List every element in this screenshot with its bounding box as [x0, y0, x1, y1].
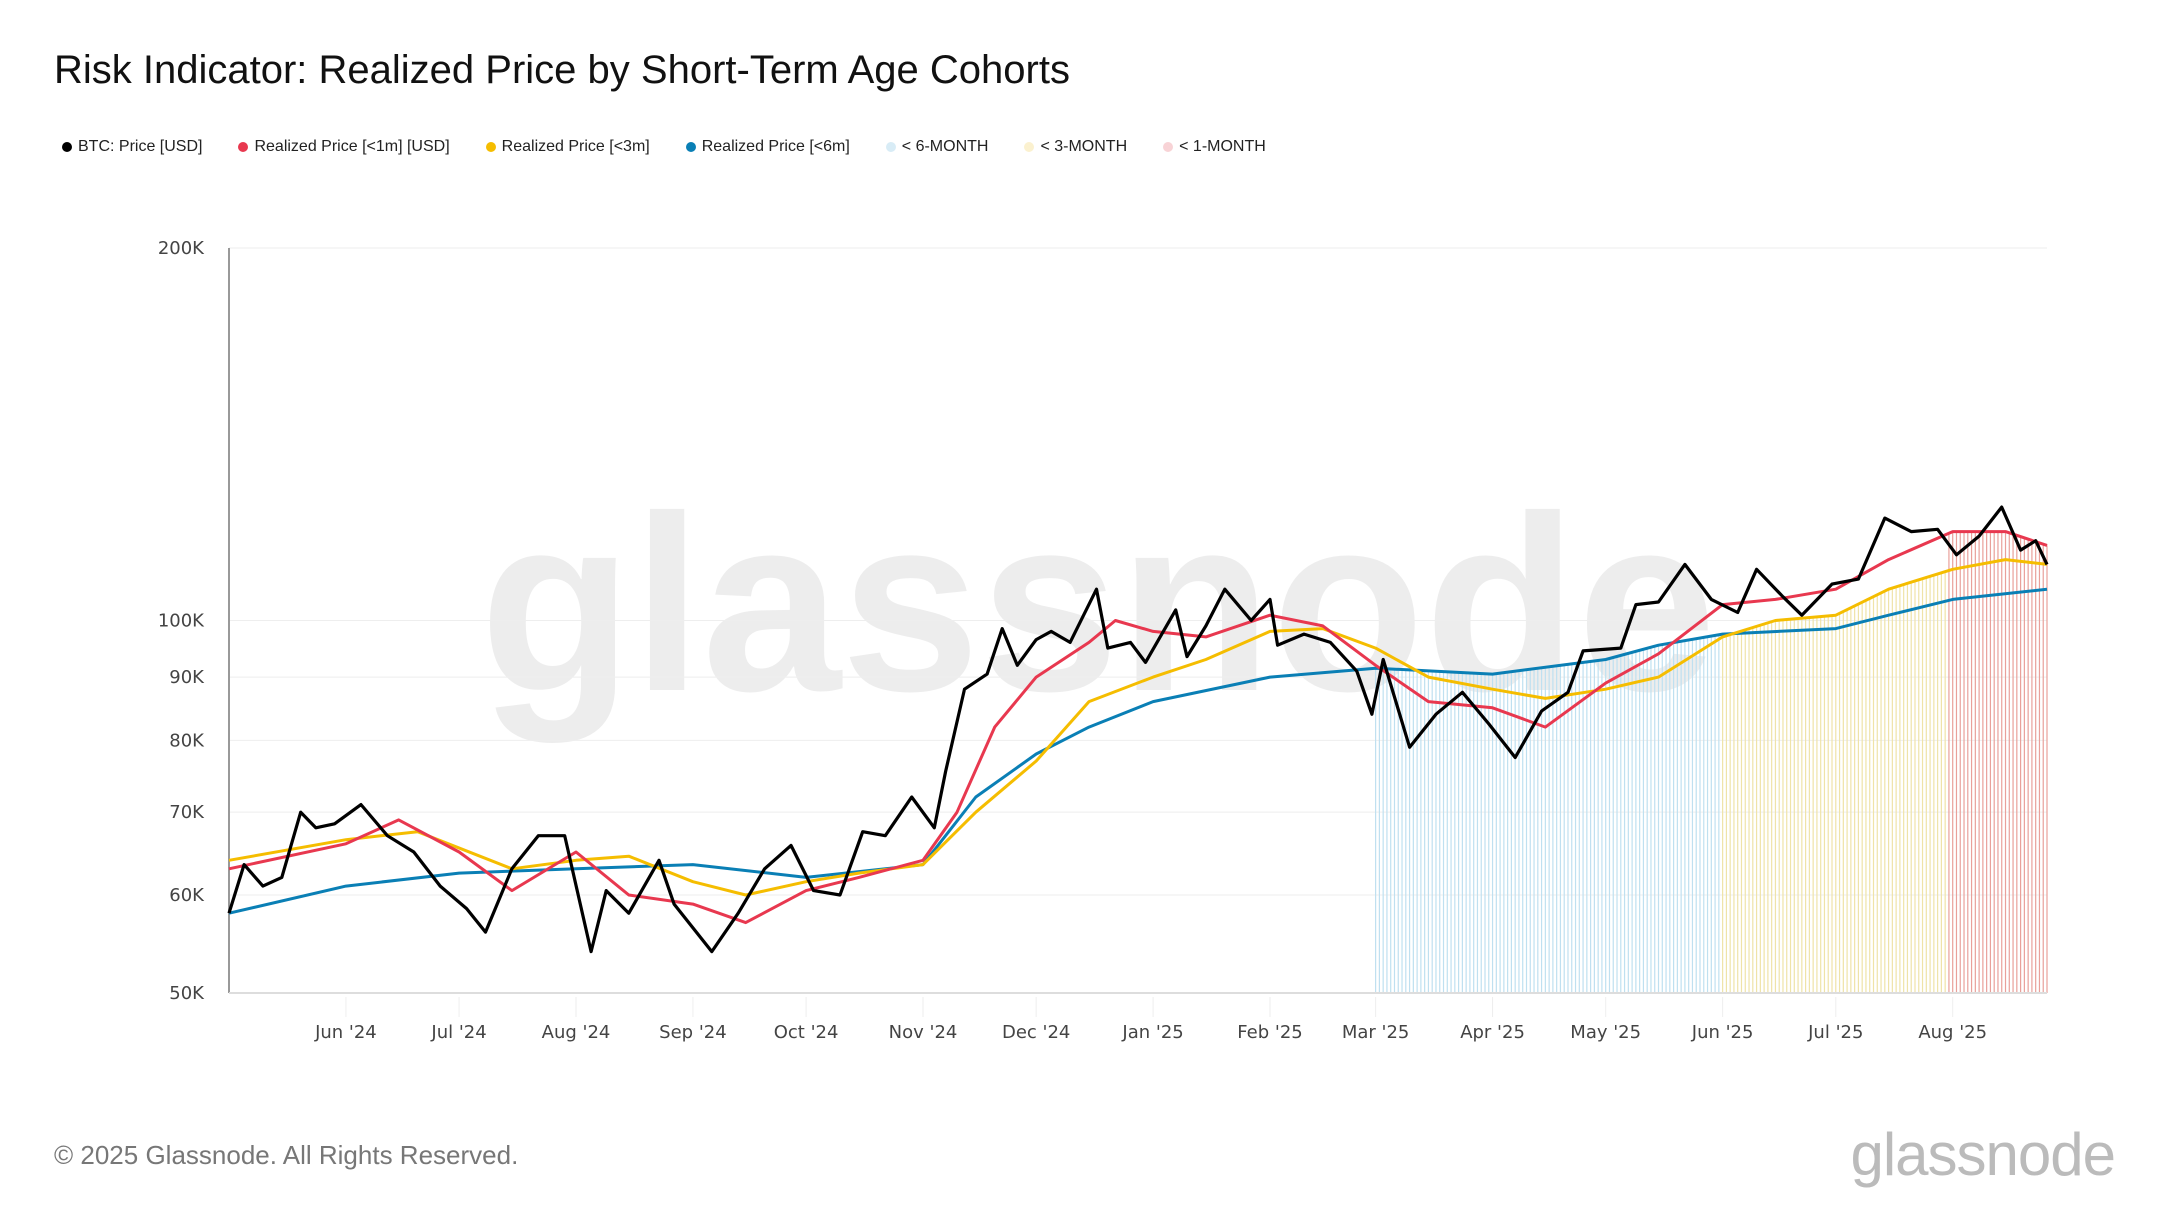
- x-tick-label: Sep '24: [659, 1022, 727, 1043]
- legend-item[interactable]: Realized Price [<1m] [USD]: [238, 138, 450, 156]
- x-tick-label: Apr '25: [1460, 1022, 1525, 1043]
- x-tick-label: Feb '25: [1237, 1022, 1302, 1043]
- x-tick-label: Mar '25: [1342, 1022, 1410, 1043]
- x-tick-label: Jun '24: [314, 1022, 377, 1043]
- x-tick-label: Jun '25: [1691, 1022, 1754, 1043]
- legend-label: Realized Price [<1m] [USD]: [254, 138, 450, 155]
- y-tick-label: 100K: [158, 611, 205, 632]
- legend-label: BTC: Price [USD]: [78, 138, 203, 155]
- y-tick-label: 70K: [169, 802, 205, 823]
- y-tick-label: 90K: [169, 667, 205, 688]
- legend-item[interactable]: BTC: Price [USD]: [62, 138, 202, 156]
- glassnode-logo: glassnode: [1850, 1121, 2116, 1188]
- y-tick-label: 80K: [169, 730, 205, 751]
- x-tick-label: Aug '25: [1918, 1022, 1987, 1043]
- legend: BTC: Price [USD] Realized Price [<1m] [US…: [62, 138, 1266, 156]
- copyright: © 2025 Glassnode. All Rights Reserved.: [54, 1140, 519, 1170]
- x-tick-label: Jul '25: [1807, 1022, 1863, 1043]
- legend-dot-icon: [238, 142, 249, 152]
- y-tick-label: 50K: [169, 983, 205, 1004]
- legend-dot-icon: [62, 142, 72, 152]
- legend-label: Realized Price [<3m]: [501, 138, 650, 155]
- y-tick-label: 200K: [158, 238, 205, 259]
- legend-label: < 6-MONTH: [901, 138, 989, 155]
- series-line-realized-3m: [228, 558, 2048, 897]
- chart-title: Risk Indicator: Realized Price by Short-…: [54, 48, 1070, 92]
- legend-dot-icon: [1163, 142, 1174, 152]
- x-tick-label: Aug '24: [542, 1022, 611, 1043]
- legend-dot-icon: [685, 142, 696, 152]
- legend-label: Realized Price [<6m]: [701, 138, 850, 155]
- legend-dot-icon: [1024, 142, 1035, 152]
- x-tick-label: Nov '24: [889, 1022, 958, 1043]
- legend-label: < 1-MONTH: [1179, 138, 1266, 155]
- y-tick-label: 60K: [169, 885, 205, 906]
- x-tick-label: Oct '24: [774, 1022, 839, 1043]
- x-tick-label: Dec '24: [1002, 1022, 1070, 1043]
- legend-dot-icon: [485, 142, 496, 152]
- series-line-realized-1m: [228, 530, 2048, 925]
- series-line-btc-price: [227, 505, 2049, 954]
- legend-item[interactable]: < 1-MONTH: [1163, 138, 1266, 156]
- legend-item[interactable]: Realized Price [<3m]: [485, 138, 650, 156]
- legend-item[interactable]: Realized Price [<6m]: [685, 138, 850, 156]
- legend-dot-icon: [885, 142, 896, 152]
- legend-item[interactable]: < 6-MONTH: [885, 138, 989, 156]
- legend-item[interactable]: < 3-MONTH: [1024, 138, 1127, 156]
- x-tick-label: Jan '25: [1121, 1022, 1183, 1043]
- legend-label: < 3-MONTH: [1040, 138, 1128, 155]
- series-line-realized-6m: [228, 587, 2048, 915]
- x-tick-label: Jul '24: [430, 1022, 486, 1043]
- x-tick-label: May '25: [1570, 1022, 1641, 1043]
